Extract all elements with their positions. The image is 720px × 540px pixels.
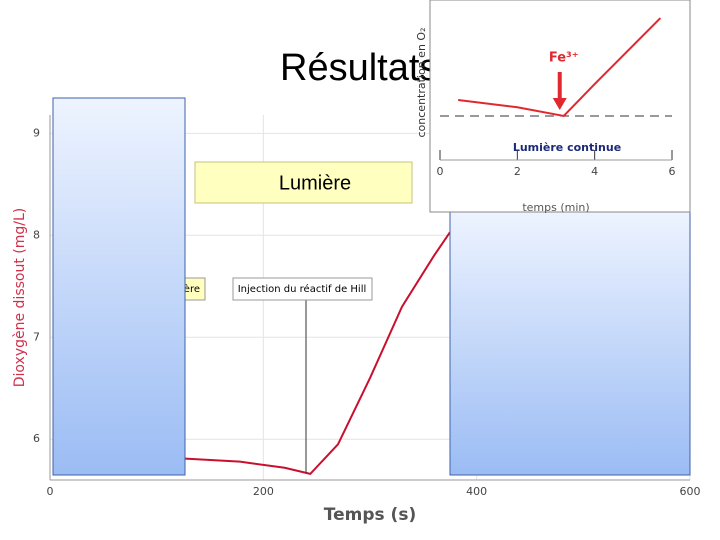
annotation: Injection du réactif de Hill bbox=[238, 283, 367, 295]
inset-chart: 0 2 4 6 temps (min) concentration en O₂ Fe³⁺ Lu… bbox=[415, 0, 691, 214]
annotation: Fe³⁺ bbox=[549, 51, 579, 66]
annotation-box bbox=[232, 277, 373, 301]
data-line bbox=[458, 17, 662, 118]
cover-box bbox=[52, 97, 186, 476]
x-tick-label: 200 bbox=[253, 485, 274, 498]
x-tick-label: 2 bbox=[514, 165, 521, 178]
x-axis-label: Temps (s) bbox=[324, 505, 416, 525]
y-tick-label: 9 bbox=[33, 126, 40, 139]
slide-title: Résultats bbox=[280, 47, 438, 89]
x-tick-label: 600 bbox=[680, 485, 701, 498]
y-axis-label: concentration en O₂ bbox=[415, 28, 428, 138]
label-box bbox=[194, 161, 413, 204]
cover-box bbox=[449, 209, 691, 476]
arrow-head bbox=[552, 98, 567, 110]
label: Lumière bbox=[279, 172, 351, 194]
annotation: Lumière continue bbox=[513, 141, 621, 154]
x-tick-label: 0 bbox=[437, 165, 444, 178]
y-tick-label: 8 bbox=[33, 228, 40, 241]
x-tick-label: 400 bbox=[466, 485, 487, 498]
y-tick-label: 7 bbox=[33, 330, 40, 343]
x-tick-label: 6 bbox=[669, 165, 676, 178]
y-tick-label: 6 bbox=[33, 432, 40, 445]
x-tick-label: 0 bbox=[47, 485, 54, 498]
x-tick-label: 4 bbox=[591, 165, 598, 178]
data-line bbox=[185, 231, 451, 475]
x-axis-label: temps (min) bbox=[522, 201, 589, 214]
y-axis-label: Dioxygène dissout (mg/L) bbox=[12, 208, 28, 388]
